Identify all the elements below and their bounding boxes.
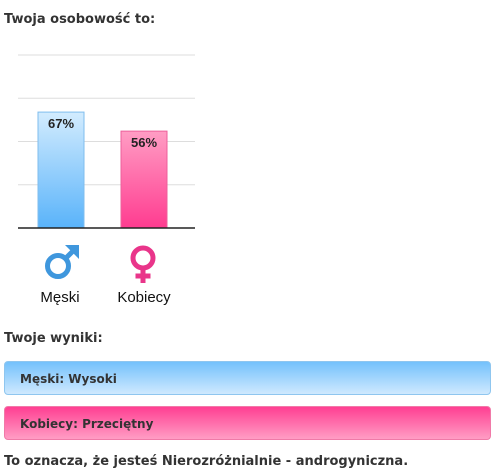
bar-female (120, 130, 168, 229)
bar-male (37, 111, 85, 229)
results-heading: Twoje wyniki: (4, 331, 103, 346)
category-label-female: Kobiecy (117, 289, 171, 306)
result-bar-male: Męski: Wysoki (4, 361, 491, 395)
category-label-male: Męski (40, 289, 79, 306)
male-symbol-icon (45, 245, 79, 279)
conclusion-text: To oznacza, że jesteś Nierozróżnialnie -… (4, 454, 409, 469)
bar-value-label-female: 56% (131, 135, 157, 150)
female-symbol-icon (130, 245, 156, 283)
personality-bar-chart: 67% 56% Męski Kobiecy (18, 54, 195, 306)
result-bar-female: Kobiecy: Przeciętny (4, 406, 491, 440)
bar-value-label-male: 67% (48, 116, 74, 131)
page-title: Twoja osobowość to: (4, 12, 156, 27)
